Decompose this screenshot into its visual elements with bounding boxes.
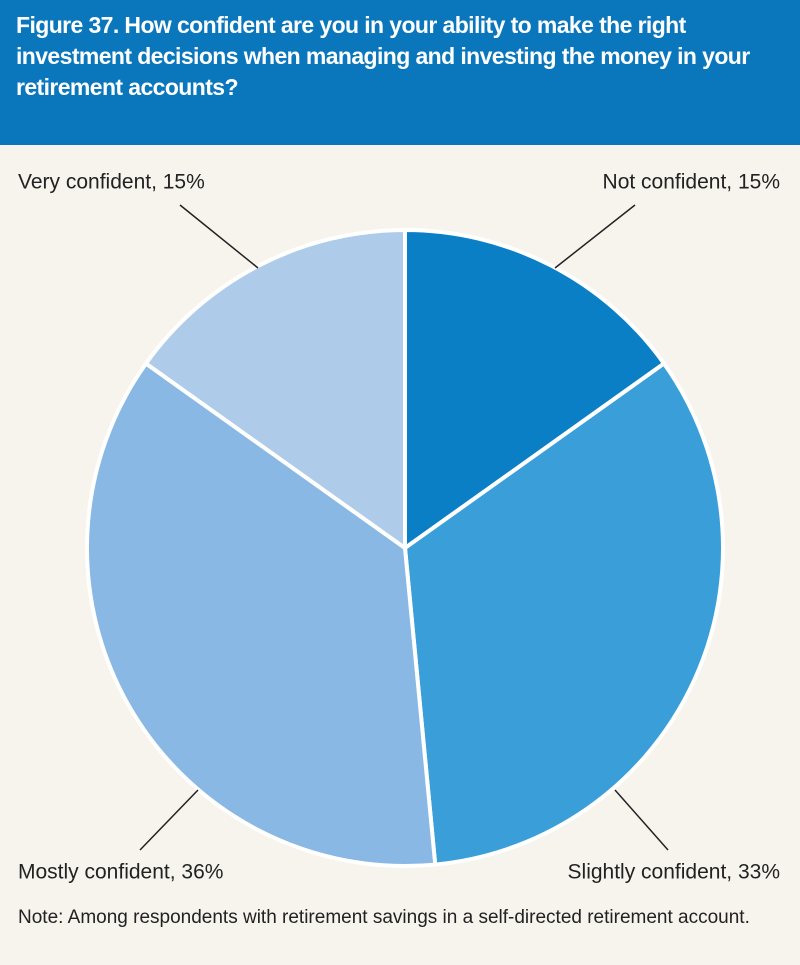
slice-label: Very confident, 15% xyxy=(18,171,205,194)
slice-label: Slightly confident, 33% xyxy=(568,861,780,884)
pie-slice xyxy=(85,361,438,868)
chart-title: Figure 37. How confident are you in your… xyxy=(0,0,800,145)
pie-slice xyxy=(143,228,407,550)
leader-line xyxy=(179,204,259,269)
slice-label: Mostly confident, 36% xyxy=(18,861,223,884)
note: Note: Among respondents with retirement … xyxy=(18,907,750,928)
leader-line xyxy=(614,789,669,851)
slice-label: Not confident, 15% xyxy=(603,171,780,194)
pie-slice xyxy=(403,361,725,867)
leader-line xyxy=(554,204,636,269)
leader-line xyxy=(139,789,199,851)
pie-slice xyxy=(403,228,667,550)
